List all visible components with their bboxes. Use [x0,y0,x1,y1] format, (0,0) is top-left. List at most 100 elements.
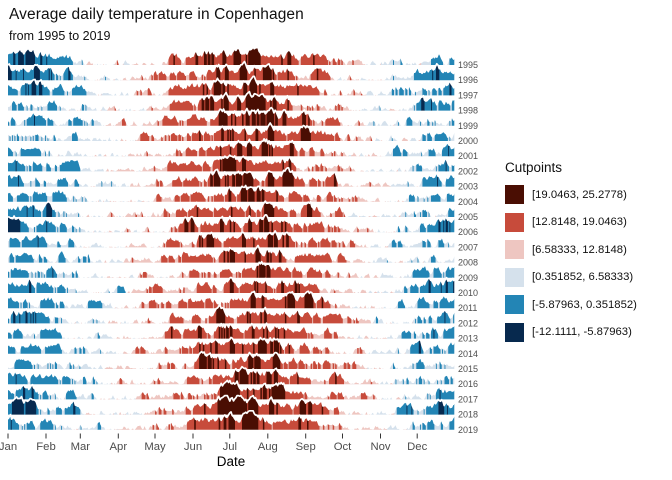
x-axis-label-mar: Mar [71,441,91,453]
ridge-year-2007 [7,230,455,248]
ridge-year-2009 [7,260,455,278]
ridge-year-2015 [7,350,455,370]
ridge-year-2006 [7,214,455,233]
y-axis-label-2000: 2000 [458,136,478,146]
ridge-outline [7,290,455,309]
ridge-year-1996 [7,60,455,81]
legend-item: [6.58333, 12.8148) [505,240,670,260]
x-axis-label-feb: Feb [36,441,55,453]
ridge-outline [7,154,455,172]
ridge-outline [7,365,455,385]
y-axis-label-2002: 2002 [458,166,478,176]
ridge-outline [7,122,455,142]
x-axis-label-nov: Nov [370,441,390,453]
y-axis-label-2012: 2012 [458,318,478,328]
x-axis-title: Date [216,454,246,469]
legend-item: [-12.1111, -5.87963) [505,322,670,342]
ridge-outline [7,90,455,111]
legend-swatch-icon [505,185,524,204]
legend-swatch-icon [505,212,524,232]
ridge-year-2000 [7,122,455,142]
y-axis-label-1998: 1998 [458,106,478,116]
ridge-year-2016 [7,365,455,385]
ridge-year-2011 [7,290,455,309]
y-axis-label-2006: 2006 [458,227,478,237]
legend-swatch-icon [505,295,524,315]
y-axis-label-2005: 2005 [458,212,478,222]
chart-title: Average daily temperature in Copenhagen [9,6,304,23]
y-axis-label-2004: 2004 [458,197,478,207]
chart-subtitle: from 1995 to 2019 [9,29,111,43]
legend-swatch-icon [505,240,524,260]
x-axis-label-oct: Oct [334,441,352,453]
ridge-outline [7,200,455,218]
legend-label: [-5.87963, 0.351852) [532,298,637,311]
y-axis-label-2008: 2008 [458,258,478,268]
legend-swatch-icon [505,267,524,287]
y-axis-label-2018: 2018 [458,410,478,420]
ridge-year-2005 [7,200,455,218]
legend-title: Cutpoints [505,160,563,175]
ridge-year-2004 [7,184,455,202]
ridge-outline [7,336,455,354]
ridge-year-1998 [7,90,455,111]
ridge-outline [7,260,455,278]
ridge-outline [7,106,455,126]
ridge-year-2019 [7,409,455,430]
legend-swatch-icon [505,322,524,342]
legend-label: [0.351852, 6.58333) [532,271,634,284]
y-axis-label-2014: 2014 [458,349,478,359]
legend-label: [-12.1111, -5.87963) [532,326,632,339]
ridge-outline [7,394,455,415]
ridge-year-2014 [7,336,455,354]
legend-label: [19.0463, 25.2778) [532,188,627,201]
ridge-outline [7,230,455,248]
ridge-year-2012 [7,304,455,324]
y-axis-label-1997: 1997 [458,90,478,100]
ridge-outline [7,60,455,81]
ridge-outline [7,322,455,339]
y-axis-label-1996: 1996 [458,75,478,85]
ridge-year-2013 [7,322,455,339]
y-axis-label-2003: 2003 [458,182,478,192]
x-axis-label-jan: Jan [0,441,17,453]
ridge-year-1995 [7,46,455,66]
y-axis-label-1999: 1999 [458,121,478,131]
x-axis-label-jul: Jul [223,441,237,453]
legend-items: [19.0463, 25.2778) [12.8148, 19.0463) [6.5… [505,185,670,342]
y-axis-label-2016: 2016 [458,379,478,389]
x-axis-label-sep: Sep [296,441,316,453]
ridge-outline [7,138,455,157]
legend-label: [12.8148, 19.0463) [532,216,627,229]
ridge-outline [7,244,455,263]
ridge-outline [7,276,455,294]
legend: Cutpoints [19.0463, 25.2778) [12.8148, 19… [505,160,670,342]
ridge-outline [7,214,455,233]
ridge-year-2008 [7,244,455,263]
y-axis-label-1995: 1995 [458,60,478,70]
y-axis-label-2013: 2013 [458,334,478,344]
x-axis-label-aug: Aug [258,441,278,453]
legend-label: [6.58333, 12.8148) [532,243,627,256]
ridge-year-2001 [7,138,455,157]
legend-item: [19.0463, 25.2778) [505,185,670,204]
y-axis-label-2010: 2010 [458,288,478,298]
ridge-year-2003 [7,166,455,187]
y-axis-label-2011: 2011 [458,303,477,313]
y-axis-label-2017: 2017 [458,394,478,404]
ridge-year-1997 [7,75,455,96]
ridge-year-2002 [7,154,455,172]
x-axis-label-apr: Apr [110,441,128,453]
ridge-year-2018 [7,394,455,415]
x-axis-label-may: May [144,441,166,453]
x-axis-label-jun: Jun [184,441,202,453]
ridge-outline [7,75,455,96]
ridge-year-1999 [7,106,455,126]
ridge-outline [7,304,455,324]
y-axis-label-2019: 2019 [458,425,478,435]
legend-item: [12.8148, 19.0463) [505,212,670,232]
ridge-year-2017 [7,379,455,400]
ridge-outline [7,409,455,430]
